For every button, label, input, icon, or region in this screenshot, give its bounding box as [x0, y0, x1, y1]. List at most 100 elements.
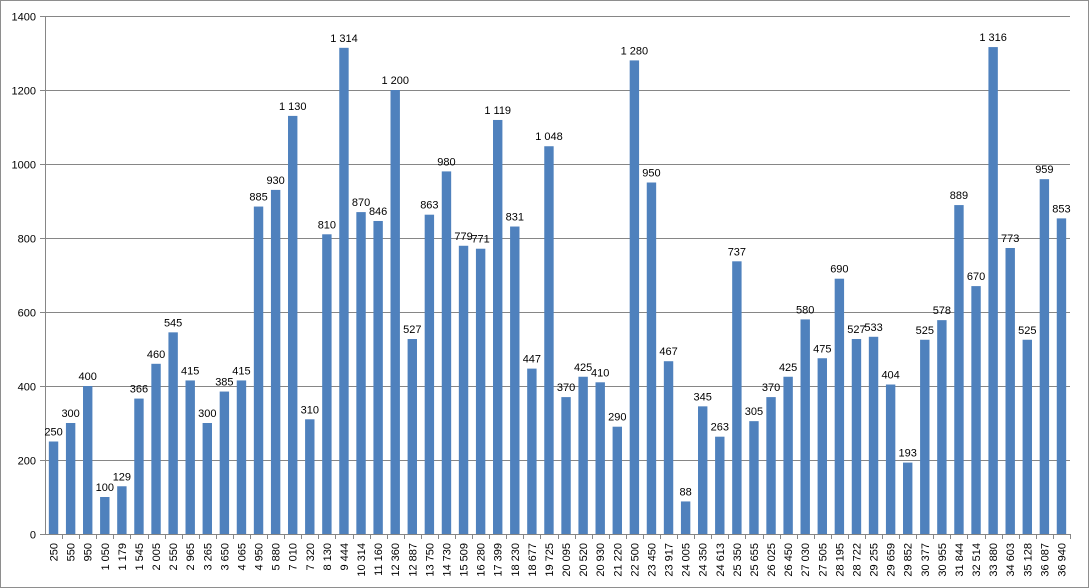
x-tick-label: 12 360: [390, 543, 402, 577]
y-tick-label: 400: [18, 382, 36, 394]
x-tick-label: 24 005: [681, 543, 693, 577]
bar: [971, 286, 981, 534]
gridlines: [45, 16, 1070, 461]
bar: [1039, 179, 1050, 535]
data-label: 193: [899, 448, 917, 460]
y-tick-label: 1200: [12, 86, 36, 98]
x-tick-label: 26 450: [783, 543, 795, 577]
x-tick-label: 18 230: [510, 543, 522, 577]
data-label: 263: [711, 422, 729, 434]
data-label: 400: [79, 371, 97, 383]
x-tick-label: 29 852: [903, 543, 915, 577]
bar: [578, 376, 588, 534]
data-label: 533: [864, 322, 882, 334]
x-tick-label: 23 450: [646, 543, 658, 577]
bar: [458, 245, 469, 534]
data-label: 885: [249, 192, 267, 204]
data-label: 950: [642, 168, 660, 180]
x-tick-label: 23 917: [664, 543, 676, 577]
x-tick-label: 4 950: [254, 543, 266, 571]
bar: [322, 234, 332, 535]
data-label: 889: [950, 190, 968, 202]
bar: [527, 368, 537, 534]
data-label: 475: [813, 343, 831, 355]
bar: [851, 339, 862, 534]
bar: [817, 358, 827, 534]
bar: [663, 361, 674, 534]
x-tick-label: 25 350: [732, 543, 744, 577]
bar: [475, 248, 486, 535]
x-tick-label: 250: [49, 543, 61, 561]
data-label: 345: [694, 391, 712, 403]
bar: [510, 226, 520, 534]
x-tick-label: 22 500: [629, 543, 641, 577]
bar: [732, 261, 742, 534]
x-tick-label: 17 399: [493, 543, 505, 577]
bar: [441, 171, 452, 534]
x-tick-label: 31 844: [954, 543, 966, 577]
data-label: 250: [44, 427, 62, 439]
bar: [100, 497, 110, 534]
bar: [698, 406, 708, 534]
x-tick-label: 16 280: [476, 543, 488, 577]
data-label: 1 316: [979, 32, 1007, 44]
data-label: 846: [369, 206, 387, 218]
bar: [920, 339, 930, 534]
bar: [715, 436, 725, 534]
x-tick-label: 30 377: [920, 543, 932, 577]
x-tick-label: 950: [83, 543, 95, 561]
x-tick-label: 21 220: [612, 543, 624, 577]
data-label: 930: [266, 175, 284, 187]
bar: [868, 336, 879, 534]
bar: [1022, 339, 1032, 534]
y-tick-label: 0: [30, 530, 36, 542]
data-label: 959: [1035, 164, 1053, 176]
bar: [1056, 218, 1067, 534]
bar: [373, 220, 383, 535]
bar: [339, 47, 349, 534]
bar: [783, 376, 793, 534]
bar: [544, 146, 554, 535]
data-label: 1 130: [279, 101, 307, 113]
x-tick-label: 1 545: [134, 543, 146, 571]
data-label: 1 314: [330, 33, 358, 45]
x-tick-label: 9 444: [339, 543, 351, 571]
x-tick-label: 25 655: [749, 543, 761, 577]
x-tick-label: 20 930: [595, 543, 607, 577]
bars: [48, 47, 1067, 535]
data-label: 863: [420, 200, 438, 212]
bar: [390, 90, 400, 534]
bar: [219, 391, 230, 534]
x-tick-label: 20 520: [578, 543, 590, 577]
data-label: 129: [113, 471, 131, 483]
x-tick-label: 32 514: [971, 543, 983, 577]
x-tick-label: 3 265: [202, 543, 214, 571]
data-label: 545: [164, 317, 182, 329]
bar: [185, 380, 195, 534]
bar: [834, 278, 845, 534]
bar: [117, 486, 127, 534]
data-label: 305: [745, 406, 763, 418]
x-tick-label: 1 050: [100, 543, 112, 571]
x-tick-label: 30 955: [937, 543, 949, 577]
x-tick-label: 2 550: [168, 543, 180, 571]
data-label: 870: [352, 197, 370, 209]
x-tick-label: 15 509: [459, 543, 471, 577]
data-label: 366: [130, 384, 148, 396]
x-tick-label: 36 940: [1056, 543, 1068, 577]
x-tick-label: 5 880: [271, 543, 283, 571]
axes: 0 200 400 600 800 1000 1200 1400 250 550 950 1 050 1…: [12, 12, 1071, 577]
data-label: 527: [847, 324, 865, 336]
x-tick-label: 2 965: [185, 543, 197, 571]
x-tick-label: 33 880: [988, 543, 1000, 577]
x-tick-label: 24 613: [715, 543, 727, 577]
x-tick-label: 4 065: [236, 543, 248, 571]
data-label: 773: [1001, 233, 1019, 245]
bar: [168, 332, 178, 534]
bar: [305, 419, 315, 534]
data-label: 425: [779, 362, 797, 374]
data-label: 460: [147, 349, 165, 361]
bar: [356, 212, 366, 534]
bar: [766, 397, 776, 534]
